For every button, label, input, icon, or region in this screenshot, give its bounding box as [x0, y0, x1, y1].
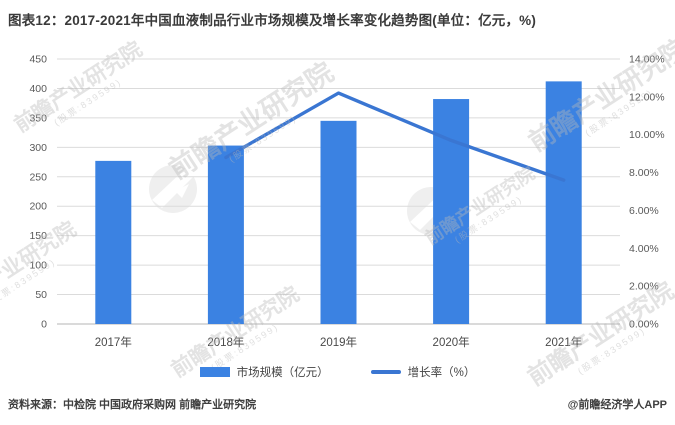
y-axis-left-tick-label: 450: [29, 54, 47, 66]
chart-legend: 市场规模（亿元） 增长率（%）: [0, 361, 675, 383]
legend-item-growth-rate: 增长率（%）: [370, 364, 476, 380]
y-axis-left-tick-label: 350: [29, 112, 47, 124]
y-axis-right-tick-label: 8.00%: [629, 167, 659, 179]
y-axis-right-tick-label: 0.00%: [629, 319, 659, 331]
bar-2019年: [320, 120, 357, 324]
y-axis-right-tick-label: 12.00%: [629, 91, 665, 103]
x-axis-label-2020年: 2020年: [433, 335, 470, 349]
x-axis-label-2018年: 2018年: [207, 335, 244, 349]
x-axis-label-2017年: 2017年: [95, 335, 132, 349]
legend-label: 增长率（%）: [407, 367, 476, 379]
y-axis-left-tick-label: 150: [29, 230, 47, 242]
bar-2020年: [433, 99, 470, 325]
y-axis-left-tick-label: 0: [41, 319, 47, 331]
legend-line-swatch: [370, 370, 401, 374]
x-axis-label-2021年: 2021年: [545, 335, 582, 349]
bar-2021年: [545, 81, 582, 324]
chart-title: 图表12：2017-2021年中国血液制品行业市场规模及增长率变化趋势图(单位：…: [8, 13, 537, 28]
x-axis-label-2019年: 2019年: [320, 335, 357, 349]
bar-2018年: [207, 145, 244, 324]
chart-footer: 资料来源：中检院 中国政府采购网 前瞻产业研究院 @前瞻经济学人APP: [8, 396, 667, 412]
y-axis-left-tick-label: 250: [29, 171, 47, 183]
y-axis-right-tick-label: 4.00%: [629, 243, 659, 255]
credit-text: @前瞻经济学人APP: [567, 399, 667, 411]
growth-rate-line: [224, 91, 566, 182]
y-axis-left-tick-label: 50: [35, 289, 47, 301]
y-axis-right-tick-label: 2.00%: [629, 281, 659, 293]
legend-bar-swatch: [199, 367, 230, 377]
y-axis-left-tick-label: 300: [29, 142, 47, 154]
legend-label: 市场规模（亿元）: [236, 367, 329, 379]
y-axis-right-tick-label: 6.00%: [629, 205, 659, 217]
data-source-text: 资料来源：中检院 中国政府采购网 前瞻产业研究院: [8, 399, 257, 411]
legend-item-market-size: 市场规模（亿元）: [199, 364, 329, 380]
y-axis-left-tick-label: 100: [29, 260, 47, 272]
y-axis-right-tick-label: 14.00%: [629, 54, 665, 66]
bar-2017年: [95, 160, 132, 324]
y-axis-left-tick-label: 200: [29, 201, 47, 213]
y-axis-left-tick-label: 400: [29, 83, 47, 95]
y-axis-right-tick-label: 10.00%: [629, 129, 665, 141]
